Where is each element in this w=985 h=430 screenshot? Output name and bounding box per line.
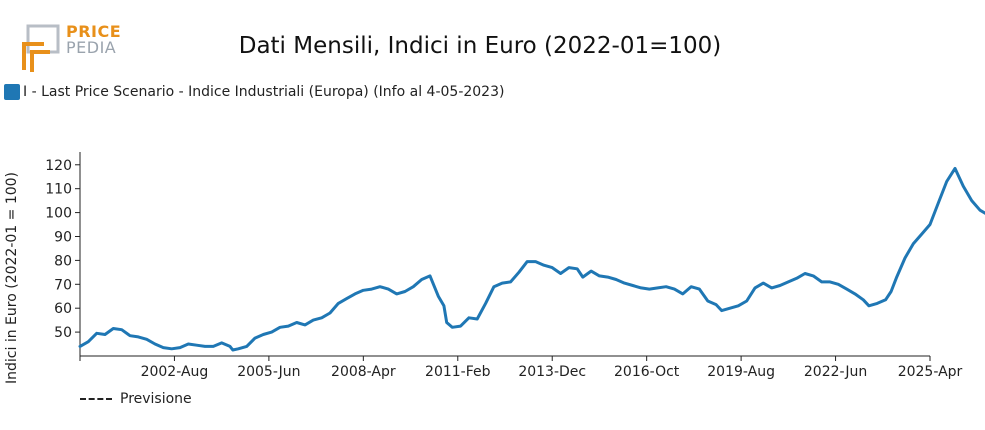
- x-tick-label: 2005-Jun: [237, 364, 300, 380]
- pricepedia-logo: PRICE PEDIA: [18, 24, 128, 74]
- series-legend-label: I - Last Price Scenario - Indice Industr…: [23, 84, 505, 100]
- x-tick-label: 2011-Feb: [425, 364, 491, 380]
- y-tick-label: 80: [54, 253, 72, 269]
- y-tick-label: 110: [45, 182, 72, 198]
- x-tick-label: 2008-Apr: [331, 364, 396, 380]
- chart-title: Dati Mensili, Indici in Euro (2022-01=10…: [238, 33, 722, 59]
- x-tick-label: 2013-Dec: [518, 364, 586, 380]
- x-tick-label: 2022-Jun: [804, 364, 867, 380]
- logo-pedia-text: PEDIA: [66, 38, 117, 57]
- logo-price-text: PRICE: [66, 22, 122, 41]
- x-tick-label: 2002-Aug: [141, 364, 209, 380]
- y-tick-label: 60: [54, 301, 72, 317]
- y-tick-label: 70: [54, 277, 72, 293]
- x-tick-label: 2019-Aug: [707, 364, 775, 380]
- x-tick-label: 2016-Oct: [614, 364, 680, 380]
- x-tick-label: 2025-Apr: [898, 364, 963, 380]
- series-legend[interactable]: I - Last Price Scenario - Indice Industr…: [4, 84, 504, 100]
- line-chart: 50 60 70 80 90 100 110 120 2002-Aug 2005-Jun 2008-…: [4, 152, 985, 384]
- forecast-legend-dash: [80, 398, 112, 400]
- pricepedia-logo-mark: [22, 24, 60, 72]
- forecast-legend-label: Previsione: [120, 391, 192, 407]
- y-tick-label: 50: [54, 325, 72, 341]
- index-series-line: [78, 166, 985, 352]
- y-tick-label: 90: [54, 229, 72, 245]
- y-tick-label: 120: [45, 158, 72, 174]
- y-tick-label: 100: [45, 206, 72, 222]
- forecast-legend: Previsione: [80, 391, 192, 407]
- y-axis-label: Indici in Euro (2022-01 = 100): [4, 172, 20, 384]
- pricepedia-logo-text: PRICE PEDIA: [66, 24, 121, 56]
- series-legend-swatch: [4, 84, 20, 100]
